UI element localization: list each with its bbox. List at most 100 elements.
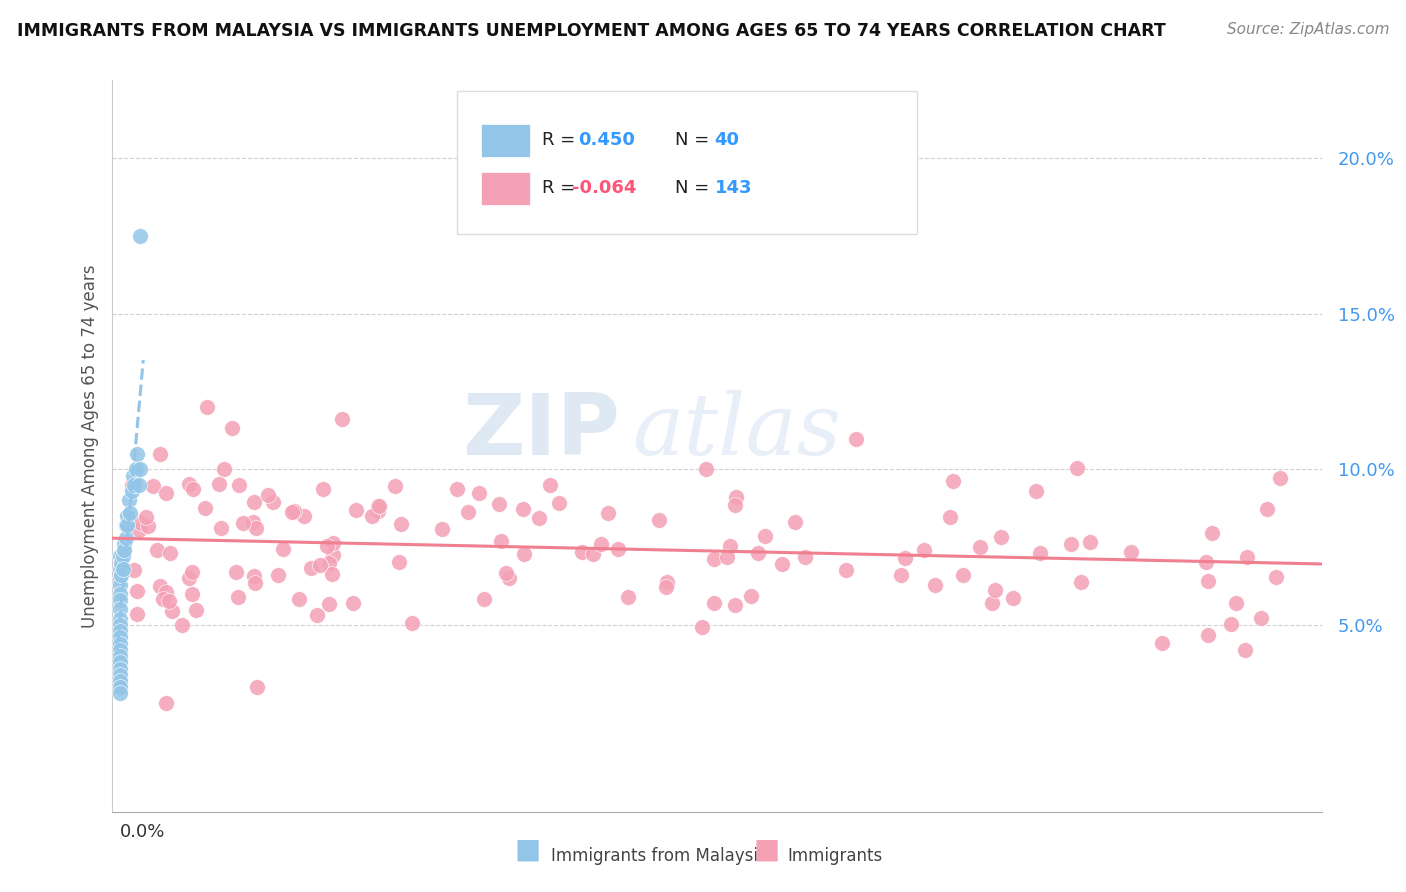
Point xyxy=(129,462,152,476)
Point xyxy=(307,608,329,623)
Text: atlas: atlas xyxy=(633,390,842,473)
Text: Immigrants from Malaysia: Immigrants from Malaysia xyxy=(551,847,768,865)
Point xyxy=(655,580,678,594)
Point xyxy=(1225,596,1247,610)
Point xyxy=(183,482,205,496)
Point xyxy=(952,567,974,582)
Point xyxy=(114,518,136,533)
Point xyxy=(172,618,194,632)
Point xyxy=(939,510,962,524)
Point xyxy=(990,530,1012,544)
Point xyxy=(616,590,638,604)
Text: IMMIGRANTS FROM MALAYSIA VS IMMIGRANTS UNEMPLOYMENT AMONG AGES 65 TO 74 YEARS CO: IMMIGRANTS FROM MALAYSIA VS IMMIGRANTS U… xyxy=(17,22,1166,40)
Text: 143: 143 xyxy=(714,178,752,197)
Point xyxy=(180,565,202,579)
Point xyxy=(108,667,131,681)
Point xyxy=(225,566,247,580)
Point xyxy=(243,575,266,590)
Point xyxy=(740,589,762,603)
Point xyxy=(124,478,146,492)
Point xyxy=(845,432,868,446)
Point xyxy=(110,556,132,570)
Point xyxy=(125,462,148,476)
Point xyxy=(108,637,131,651)
FancyBboxPatch shape xyxy=(481,124,530,157)
Point xyxy=(342,596,364,610)
Point xyxy=(108,593,131,607)
Point xyxy=(159,546,181,560)
Point xyxy=(155,486,177,500)
Point xyxy=(121,484,143,499)
Point xyxy=(1268,471,1291,485)
Point xyxy=(512,502,534,516)
Point xyxy=(589,536,612,550)
Point xyxy=(292,509,315,524)
Text: ZIP: ZIP xyxy=(463,390,620,473)
Point xyxy=(162,604,184,618)
Point xyxy=(271,542,294,557)
Point xyxy=(318,597,340,611)
Point xyxy=(149,579,172,593)
Point xyxy=(108,649,131,664)
Point xyxy=(367,500,389,514)
Point xyxy=(890,568,912,582)
Point xyxy=(322,548,344,562)
Point xyxy=(703,596,725,610)
Point xyxy=(243,495,266,509)
Point xyxy=(582,547,605,561)
Point xyxy=(108,549,131,564)
Point xyxy=(121,478,143,492)
Point xyxy=(108,624,131,639)
Text: N =: N = xyxy=(675,131,714,149)
Point xyxy=(1256,501,1278,516)
Point xyxy=(125,607,148,622)
Point xyxy=(125,583,148,598)
Point xyxy=(322,536,344,550)
Point xyxy=(1195,555,1218,569)
Point xyxy=(794,549,817,564)
Point xyxy=(718,539,741,553)
Point xyxy=(1060,536,1083,550)
Point xyxy=(124,563,146,577)
Point xyxy=(232,516,254,531)
Point xyxy=(1066,460,1088,475)
Point xyxy=(1236,549,1258,564)
Point xyxy=(281,505,304,519)
Point xyxy=(180,587,202,601)
Point xyxy=(318,556,340,570)
Point xyxy=(703,552,725,566)
Point xyxy=(228,478,250,492)
Point xyxy=(894,550,917,565)
Point xyxy=(221,420,243,434)
Point xyxy=(242,515,264,529)
Text: 0.450: 0.450 xyxy=(578,131,636,149)
Point xyxy=(695,462,717,476)
Point xyxy=(262,495,284,509)
Point xyxy=(194,500,217,515)
Point xyxy=(983,583,1005,598)
Text: N =: N = xyxy=(675,178,714,197)
Point xyxy=(468,485,491,500)
Point xyxy=(108,587,131,601)
Point xyxy=(128,478,150,492)
Point xyxy=(312,482,335,496)
Text: Source: ZipAtlas.com: Source: ZipAtlas.com xyxy=(1226,22,1389,37)
Point xyxy=(1264,570,1286,584)
Point xyxy=(129,516,152,530)
Point xyxy=(495,566,517,580)
Point xyxy=(489,533,512,548)
Text: ■: ■ xyxy=(515,836,540,863)
Point xyxy=(149,447,172,461)
Point xyxy=(177,477,200,491)
Point xyxy=(108,673,131,688)
Point xyxy=(924,578,946,592)
Point xyxy=(115,509,138,524)
Point xyxy=(195,400,218,414)
Point xyxy=(108,562,131,576)
Point xyxy=(288,591,311,606)
Point xyxy=(388,555,411,569)
Point xyxy=(655,575,678,590)
Point xyxy=(498,571,520,585)
Point xyxy=(111,562,134,576)
Point xyxy=(457,505,479,519)
